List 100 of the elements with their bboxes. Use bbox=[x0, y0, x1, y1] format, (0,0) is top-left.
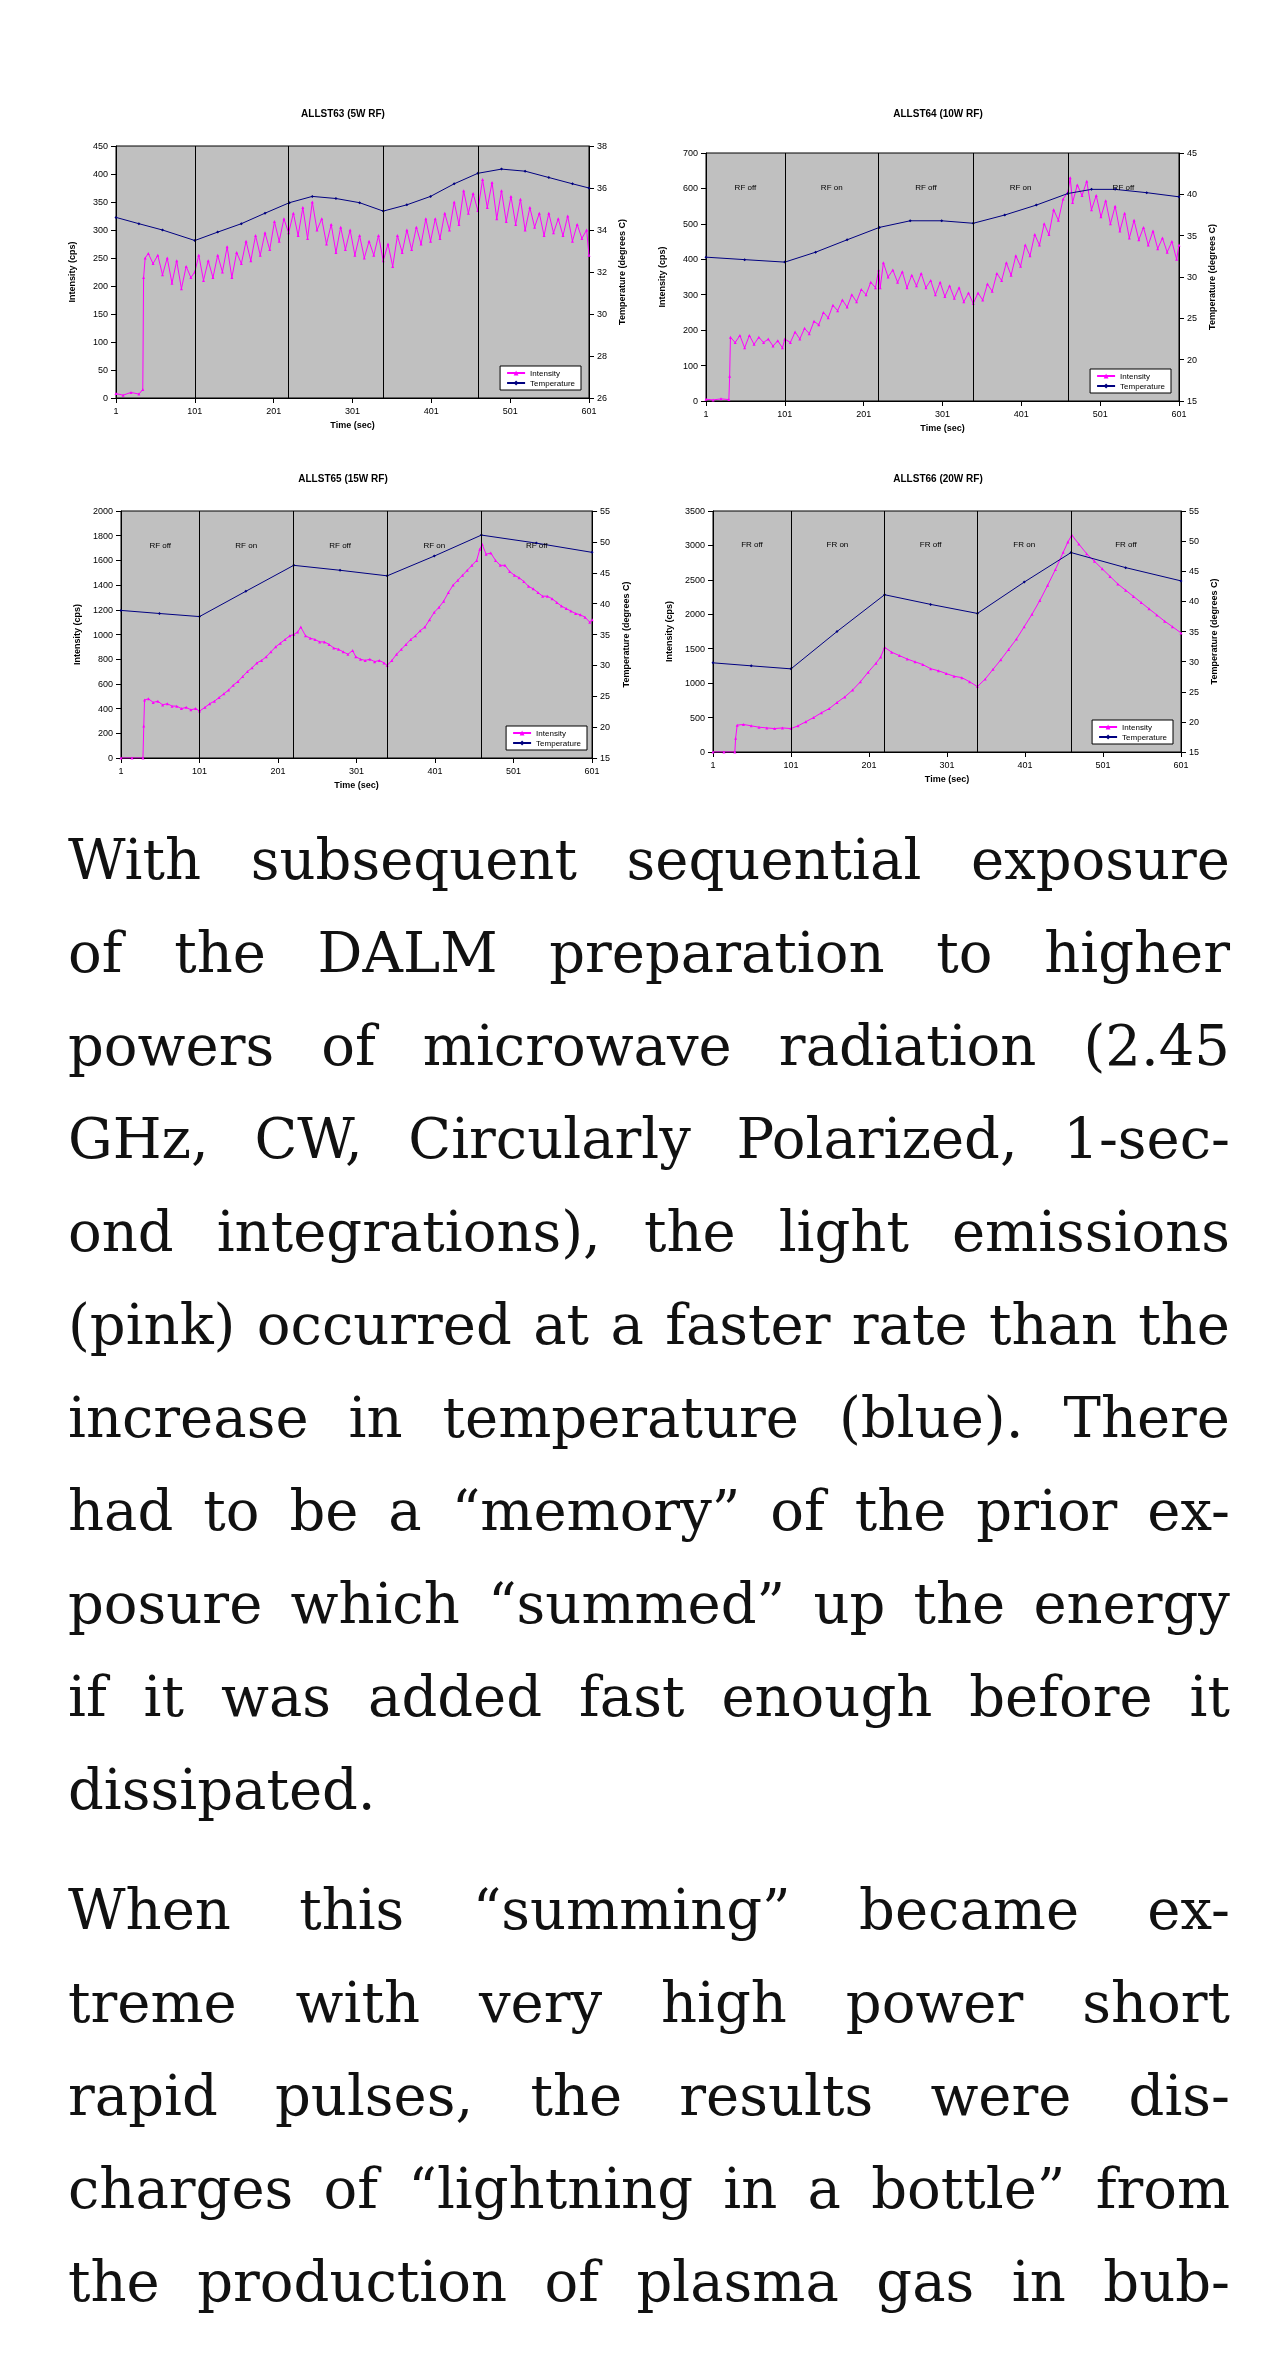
x-tick-label: 301 bbox=[344, 405, 361, 416]
legend-label: Intensity bbox=[1120, 371, 1150, 381]
chart-title: ALLST64 (10W RF) bbox=[893, 107, 983, 119]
y-tick-label: 400 bbox=[682, 254, 698, 265]
x-tick-label: 501 bbox=[502, 405, 518, 416]
y2-tick-label: 20 bbox=[1189, 716, 1200, 727]
y2-tick-label: 26 bbox=[597, 393, 608, 403]
y-tick-label: 2500 bbox=[684, 574, 705, 585]
x-tick-label: 201 bbox=[266, 405, 282, 416]
y2-tick-label: 15 bbox=[1187, 396, 1198, 406]
y-tick-label: 100 bbox=[682, 360, 698, 371]
y2-tick-label: 55 bbox=[600, 506, 611, 516]
annotation: RF off bbox=[329, 541, 352, 551]
y-tick-label: 1600 bbox=[92, 555, 113, 566]
y2-tick-label: 30 bbox=[1187, 272, 1198, 282]
annotation: RF on bbox=[423, 541, 446, 551]
x-tick-label: 501 bbox=[506, 765, 522, 776]
annotation: FR off bbox=[919, 540, 943, 550]
y2-tick-label: 25 bbox=[1187, 313, 1198, 324]
x-tick-label: 301 bbox=[349, 765, 365, 776]
legend-label: Intensity bbox=[536, 728, 566, 738]
y-tick-label: 2000 bbox=[684, 609, 705, 620]
y2-tick-label: 45 bbox=[600, 567, 611, 578]
y-axis-title: Intensity (cps) bbox=[71, 603, 82, 666]
chart-title: ALLST63 (5W RF) bbox=[301, 107, 385, 119]
annotation: FR off bbox=[741, 540, 764, 550]
y-tick-label: 500 bbox=[689, 712, 705, 723]
y-tick-label: 2000 bbox=[92, 506, 113, 516]
legend-label: Temperature bbox=[1120, 381, 1166, 391]
x-tick-label: 601 bbox=[581, 405, 597, 416]
x-tick-label: 401 bbox=[423, 405, 439, 416]
y-tick-label: 450 bbox=[92, 141, 108, 151]
x-tick-label: 101 bbox=[187, 405, 203, 416]
annotation: RF off bbox=[915, 183, 938, 193]
y-tick-label: 300 bbox=[92, 225, 108, 235]
y2-tick-label: 25 bbox=[600, 691, 611, 702]
y2-tick-label: 35 bbox=[600, 629, 611, 640]
y-tick-label: 150 bbox=[92, 309, 108, 319]
y2-tick-label: 30 bbox=[597, 309, 608, 319]
y-tick-label: 400 bbox=[92, 169, 108, 179]
y2-tick-label: 34 bbox=[597, 225, 608, 235]
y-tick-label: 0 bbox=[102, 393, 108, 403]
y-tick-label: 3500 bbox=[684, 506, 705, 516]
y-tick-label: 600 bbox=[97, 678, 113, 689]
x-tick-label: 501 bbox=[1095, 759, 1111, 770]
y2-tick-label: 50 bbox=[600, 536, 611, 547]
y-tick-label: 800 bbox=[97, 654, 113, 665]
y2-tick-label: 25 bbox=[1189, 686, 1200, 697]
x-axis-title: Time (sec) bbox=[924, 773, 970, 784]
x-axis-title: Time (sec) bbox=[920, 422, 965, 433]
y-axis-title: Intensity (cps) bbox=[66, 241, 77, 303]
y-tick-label: 200 bbox=[97, 728, 113, 739]
x-tick-label: 401 bbox=[1013, 408, 1029, 419]
x-tick-label: 1 bbox=[703, 408, 709, 419]
y2-tick-label: 15 bbox=[600, 753, 611, 763]
y2-tick-label: 40 bbox=[1189, 596, 1200, 607]
annotation: RF on bbox=[235, 541, 258, 551]
legend-label: Temperature bbox=[1122, 732, 1168, 742]
y-tick-label: 1000 bbox=[684, 678, 705, 689]
x-tick-label: 401 bbox=[427, 765, 443, 776]
legend-label: Intensity bbox=[530, 368, 560, 378]
y-axis-title: Intensity (cps) bbox=[663, 600, 674, 663]
y-tick-label: 350 bbox=[92, 197, 108, 207]
x-tick-label: 101 bbox=[192, 765, 208, 776]
y-tick-label: 1200 bbox=[92, 604, 113, 615]
y-tick-label: 300 bbox=[682, 289, 698, 300]
text: When this “summing” became ex- treme with very high power short rapid pulses, the results were dis- charges of “lightning in a bottle” from the production of plasma gas in bub- bbox=[68, 1876, 1230, 2316]
y2-tick-label: 38 bbox=[597, 141, 608, 151]
y2-axis-title: Temperature (degrees C) bbox=[1209, 578, 1220, 685]
annotation: RF off bbox=[734, 183, 758, 193]
y2-tick-label: 28 bbox=[597, 351, 608, 361]
x-axis-title: Time (sec) bbox=[330, 419, 375, 430]
x-tick-label: 101 bbox=[777, 408, 793, 419]
y-tick-label: 50 bbox=[97, 365, 108, 375]
y2-tick-label: 35 bbox=[1187, 230, 1198, 241]
y2-tick-label: 55 bbox=[1189, 506, 1200, 516]
x-tick-label: 601 bbox=[584, 765, 600, 776]
annotation: RF off bbox=[149, 541, 172, 551]
y-axis-title: Intensity (cps) bbox=[656, 246, 667, 308]
y-tick-label: 100 bbox=[92, 337, 108, 347]
y2-tick-label: 45 bbox=[1189, 566, 1200, 577]
x-axis-title: Time (sec) bbox=[334, 779, 379, 790]
y-tick-label: 200 bbox=[92, 281, 108, 291]
y2-tick-label: 36 bbox=[597, 183, 608, 193]
y-tick-label: 600 bbox=[682, 183, 698, 194]
y2-tick-label: 32 bbox=[597, 267, 608, 277]
text: With subsequent sequential exposure of the DALM preparation to higher powers of microwave radiation (2.45 GHz, CW, Circularly Polarized, 1-sec- ond integrations), the light emissions (pink) occurred at a faster rate than the increase in temperature (blue). There had to be a “memory” of the prior ex- posure which “summed” up the energy if it was added fast enough before it dissipated. bbox=[68, 827, 1230, 1822]
y-tick-label: 200 bbox=[682, 325, 698, 336]
y2-tick-label: 45 bbox=[1187, 148, 1198, 158]
y-tick-label: 3000 bbox=[684, 540, 705, 551]
annotation: RF on bbox=[820, 183, 843, 193]
y2-tick-label: 30 bbox=[600, 660, 611, 671]
x-tick-label: 201 bbox=[270, 765, 286, 776]
y-tick-label: 1500 bbox=[684, 643, 705, 654]
x-tick-label: 301 bbox=[939, 759, 955, 770]
x-tick-label: 601 bbox=[1173, 759, 1189, 770]
x-tick-label: 501 bbox=[1092, 408, 1108, 419]
y2-tick-label: 15 bbox=[1189, 747, 1200, 757]
x-tick-label: 201 bbox=[861, 759, 877, 770]
y-tick-label: 1000 bbox=[92, 629, 113, 640]
